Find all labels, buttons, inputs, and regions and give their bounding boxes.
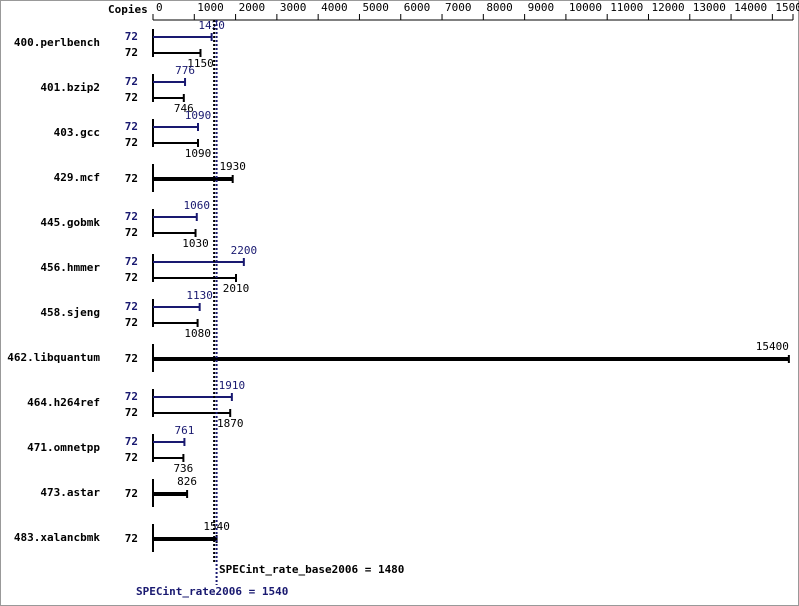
value-label: 776	[175, 64, 195, 77]
copies-label: 72	[125, 210, 138, 223]
value-label: 746	[174, 102, 194, 115]
x-tick-label: 13000	[693, 1, 726, 14]
value-label: 1090	[185, 109, 212, 122]
x-tick-label: 5000	[362, 1, 389, 14]
category-label: 456.hmmer	[40, 261, 100, 274]
x-tick-label: 3000	[280, 1, 307, 14]
copies-label: 72	[125, 255, 138, 268]
copies-label: 72	[125, 390, 138, 403]
value-label: 1080	[184, 327, 211, 340]
x-tick-label: 10000	[569, 1, 602, 14]
copies-label: 72	[125, 435, 138, 448]
value-label: 1420	[198, 19, 225, 32]
category-label: 473.astar	[40, 486, 100, 499]
copies-label: 72	[125, 75, 138, 88]
value-label: 1030	[182, 237, 209, 250]
copies-label: 72	[125, 172, 138, 185]
category-label: 483.xalancbmk	[14, 531, 100, 544]
reference-label: SPECint_rate2006 = 1540	[136, 585, 288, 598]
value-label: 1060	[184, 199, 211, 212]
value-label: 15400	[756, 340, 789, 353]
category-label: 464.h264ref	[27, 396, 100, 409]
category-label: 462.libquantum	[7, 351, 100, 364]
reference-label: SPECint_rate_base2006 = 1480	[219, 563, 404, 576]
copies-label: 72	[125, 226, 138, 239]
copies-label: 72	[125, 352, 138, 365]
copies-label: 72	[125, 487, 138, 500]
category-label: 400.perlbench	[14, 36, 100, 49]
copies-label: 72	[125, 271, 138, 284]
copies-label: 72	[125, 91, 138, 104]
value-label: 2200	[231, 244, 258, 257]
x-tick-label: 14000	[734, 1, 767, 14]
x-tick-label: 12000	[651, 1, 684, 14]
value-label: 1910	[219, 379, 246, 392]
copies-label: 72	[125, 316, 138, 329]
x-tick-label: 4000	[321, 1, 348, 14]
category-label: 429.mcf	[54, 171, 100, 184]
x-tick-label: 15000	[775, 1, 799, 14]
copies-label: 72	[125, 120, 138, 133]
value-label: 1090	[185, 147, 212, 160]
x-tick-label: 6000	[404, 1, 431, 14]
copies-label: 72	[125, 30, 138, 43]
value-label: 1930	[219, 160, 246, 173]
x-axis-label: Copies	[108, 3, 148, 16]
category-label: 445.gobmk	[40, 216, 100, 229]
x-tick-label: 15500	[796, 1, 799, 14]
x-tick-label: 11000	[610, 1, 643, 14]
value-label: 1870	[217, 417, 244, 430]
value-label: 826	[177, 475, 197, 488]
value-label: 2010	[223, 282, 250, 295]
copies-label: 72	[125, 406, 138, 419]
value-label: 761	[174, 424, 194, 437]
x-tick-label: 1000	[197, 1, 224, 14]
category-label: 458.sjeng	[40, 306, 100, 319]
category-label: 401.bzip2	[40, 81, 100, 94]
value-label: 736	[173, 462, 193, 475]
x-tick-label: 0	[156, 1, 163, 14]
value-label: 1130	[186, 289, 213, 302]
value-label: 1150	[187, 57, 214, 70]
copies-label: 72	[125, 46, 138, 59]
value-label: 1540	[203, 520, 230, 533]
copies-label: 72	[125, 136, 138, 149]
category-label: 403.gcc	[54, 126, 100, 139]
category-label: 471.omnetpp	[27, 441, 100, 454]
x-tick-label: 7000	[445, 1, 472, 14]
copies-label: 72	[125, 532, 138, 545]
copies-label: 72	[125, 451, 138, 464]
x-tick-label: 2000	[239, 1, 265, 14]
x-tick-label: 9000	[528, 1, 555, 14]
x-tick-label: 8000	[486, 1, 513, 14]
copies-label: 72	[125, 300, 138, 313]
